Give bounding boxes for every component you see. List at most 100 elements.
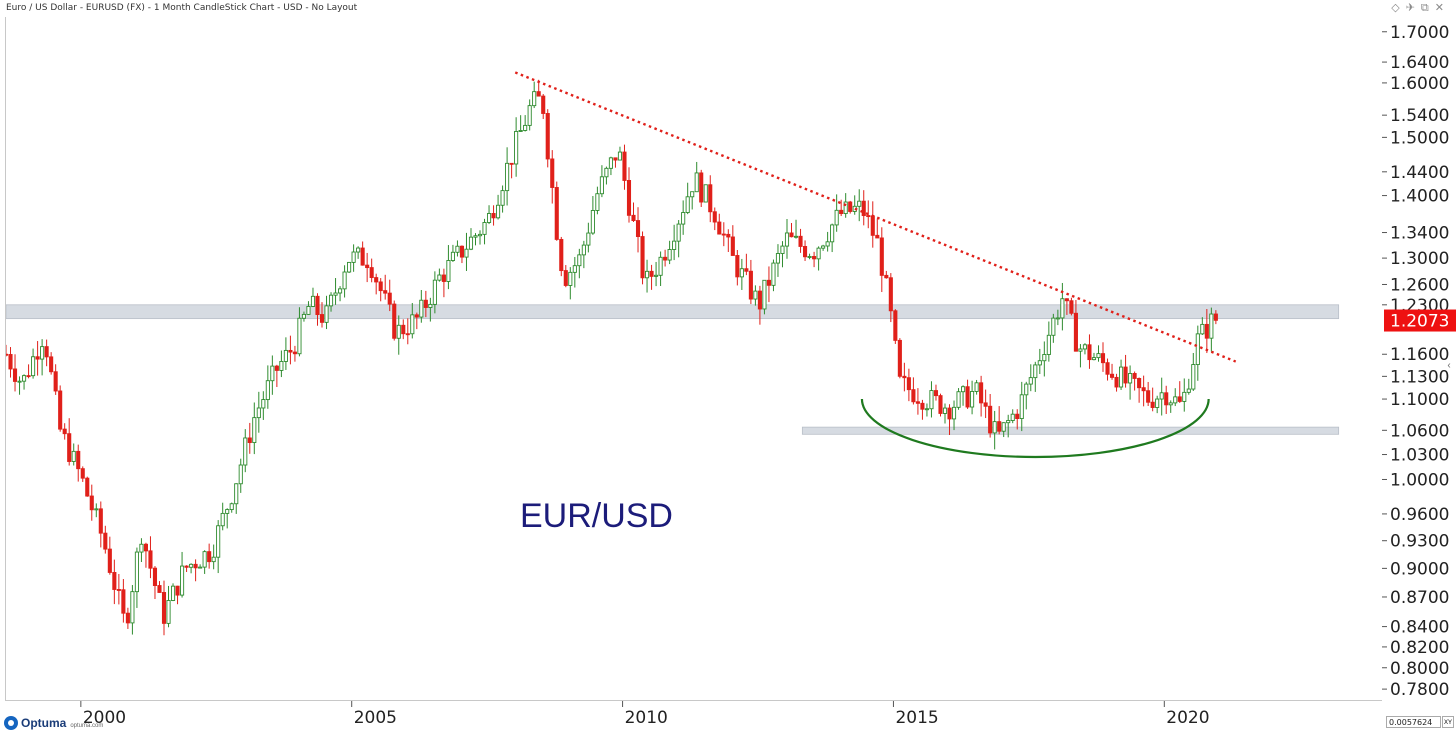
candle <box>947 404 952 436</box>
candle <box>1141 375 1146 407</box>
candle <box>1204 309 1209 354</box>
candle <box>166 585 171 628</box>
candle <box>1128 365 1133 400</box>
candle-body <box>545 113 550 160</box>
candle <box>586 222 591 253</box>
candle-body <box>532 91 537 107</box>
price-axis[interactable]: 1.7000 1.6400 1.6000 1.5400 1.5000 1.4400 1.40… <box>1382 17 1456 700</box>
candle <box>857 189 862 222</box>
candle <box>170 583 176 602</box>
candle-body <box>599 176 604 195</box>
candle <box>667 240 672 265</box>
candle-body <box>198 566 203 569</box>
candle <box>599 165 604 198</box>
candle <box>369 258 374 283</box>
candle <box>834 194 839 232</box>
candle <box>942 403 948 424</box>
candle <box>568 267 573 300</box>
price-tick-label: 0.9300 <box>1390 532 1449 552</box>
candle <box>721 222 726 247</box>
date-axis[interactable]: 20002005201020152020202 <box>5 701 1456 734</box>
candle-body <box>274 365 279 371</box>
scroll-handle-icon[interactable]: ‹ <box>1447 360 1451 371</box>
close-icon[interactable]: ✕ <box>1434 1 1450 14</box>
candle <box>640 231 645 285</box>
candle-body <box>261 399 266 409</box>
price-tick-label: 1.0600 <box>1390 421 1449 441</box>
candle <box>279 350 284 378</box>
candle <box>545 109 550 168</box>
candle <box>532 81 537 109</box>
candle <box>775 244 781 277</box>
candle-body <box>98 508 103 534</box>
candle <box>22 374 27 390</box>
candle-body <box>1132 373 1137 379</box>
candle <box>951 400 957 431</box>
candle-body <box>631 214 636 222</box>
optuma-logo-icon <box>4 716 18 730</box>
candle <box>234 483 239 514</box>
candle-body <box>920 402 925 410</box>
candle-body <box>798 235 803 247</box>
candle <box>807 253 812 260</box>
candle <box>351 244 356 272</box>
candle-body <box>374 277 379 283</box>
candle <box>134 547 139 608</box>
candle-body <box>911 389 916 403</box>
copy-icon[interactable]: ⧉ <box>1420 1 1435 14</box>
candle-body <box>62 428 67 435</box>
candle <box>861 190 866 226</box>
candle-body <box>8 354 13 370</box>
candle <box>225 508 230 529</box>
candle-body <box>604 167 609 178</box>
diamond-icon[interactable]: ◇ <box>1391 1 1406 14</box>
candle <box>879 227 884 293</box>
candle <box>428 297 433 322</box>
candlestick-svg[interactable]: EUR/USD <box>6 17 1382 700</box>
candle <box>152 566 158 600</box>
candle <box>193 559 198 582</box>
candle-body <box>1024 383 1029 396</box>
candle <box>207 543 212 569</box>
candle-body <box>1096 353 1101 359</box>
candle <box>961 385 966 406</box>
candle-body <box>884 274 889 279</box>
price-tick-label: 1.5000 <box>1390 128 1449 148</box>
candle <box>31 348 36 379</box>
candle-body <box>279 360 284 371</box>
candle <box>1010 409 1015 424</box>
candle <box>1137 377 1142 403</box>
candle <box>577 248 582 279</box>
date-axis-svg: 20002005201020152020202 <box>80 701 1456 728</box>
candle-body <box>356 247 361 253</box>
candle-body <box>784 232 790 247</box>
candle <box>76 444 81 482</box>
candle <box>374 273 379 295</box>
candle-body <box>482 222 487 235</box>
candle <box>748 259 753 305</box>
candle-body <box>1006 420 1011 424</box>
candle-body <box>464 248 469 258</box>
candle <box>139 538 144 563</box>
candle <box>216 520 221 574</box>
candle <box>514 117 519 177</box>
xy-button[interactable]: XY <box>1442 716 1454 728</box>
candle <box>71 443 76 466</box>
candle <box>1146 381 1151 407</box>
candle-body <box>888 277 893 312</box>
candle-body <box>496 204 501 219</box>
candle <box>477 230 483 245</box>
candle <box>1096 345 1101 362</box>
candle <box>654 261 659 287</box>
candle-body <box>324 305 329 323</box>
candle <box>672 224 677 261</box>
candle-body <box>288 349 293 353</box>
candle-body <box>595 193 600 211</box>
price-chart[interactable]: EUR/USD <box>5 17 1382 701</box>
pin-icon[interactable]: ✈ <box>1405 1 1421 14</box>
candle <box>911 377 916 405</box>
candle <box>527 99 532 131</box>
candle-body <box>1091 357 1097 361</box>
candle-body <box>383 290 388 294</box>
candle <box>1200 317 1205 335</box>
